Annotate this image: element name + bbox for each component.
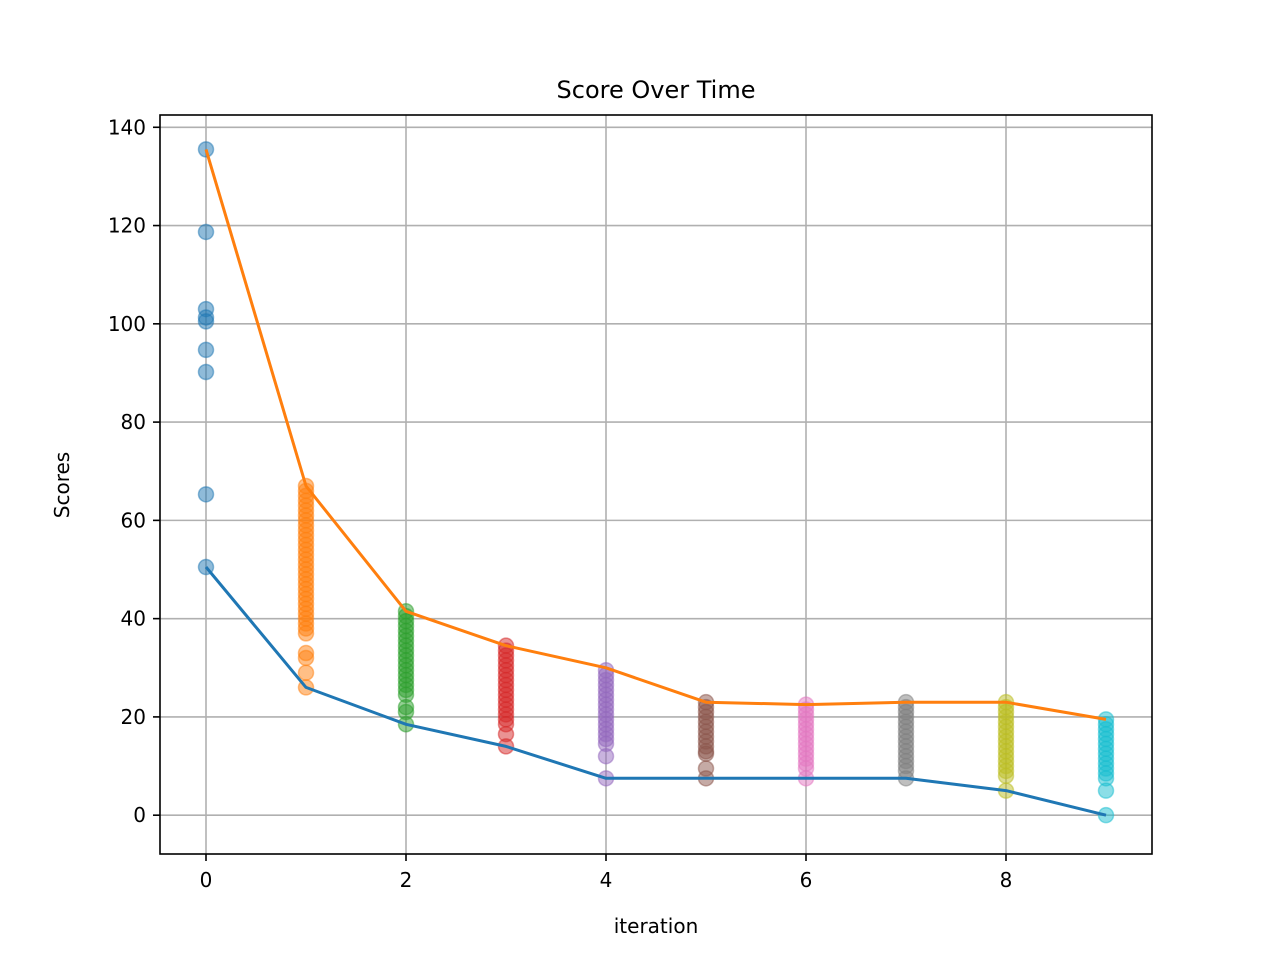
y-tick-label: 80 (121, 410, 146, 434)
scatter-point (297, 625, 315, 642)
scatter-point (697, 745, 715, 763)
series-lines (204, 148, 1107, 817)
point-group-iteration-3 (497, 637, 515, 755)
scatter-point (297, 664, 315, 681)
scatter-point (197, 223, 215, 241)
scatter-point (197, 486, 215, 503)
scatter-point (597, 747, 615, 765)
plot-frame (159, 114, 1153, 855)
x-tick-label: 0 (200, 868, 213, 892)
min-score-line (204, 566, 1107, 817)
max-score-line (204, 148, 1107, 721)
point-group-iteration-6 (797, 696, 815, 787)
point-group-iteration-7 (897, 693, 915, 787)
scatter-point (297, 649, 315, 667)
point-group-iteration-1 (297, 477, 315, 696)
y-tick-label: 0 (133, 803, 146, 827)
y-tick-label: 100 (108, 312, 146, 336)
point-group-iteration-2 (397, 603, 415, 733)
y-tick-label: 20 (121, 705, 146, 729)
grid-lines (160, 115, 1152, 854)
chart-title: Score Over Time (557, 76, 756, 104)
y-axis-label: Scores (50, 452, 74, 518)
y-tick-label: 60 (121, 508, 146, 532)
point-group-iteration-5 (697, 693, 715, 787)
scatter-point (1097, 782, 1115, 799)
point-group-iteration-4 (597, 661, 615, 787)
x-axis-label: iteration (614, 914, 699, 938)
scatter-point (997, 767, 1015, 785)
point-group-iteration-0 (197, 141, 215, 576)
x-tick-label: 6 (800, 868, 813, 892)
y-tick-label: 120 (108, 214, 146, 238)
y-tick-label: 140 (108, 115, 146, 139)
x-tick-label: 4 (600, 868, 613, 892)
x-tick-label: 8 (1000, 868, 1013, 892)
y-tick-label: 40 (121, 607, 146, 631)
scatter-point (197, 341, 215, 359)
x-tick-label: 2 (400, 868, 413, 892)
scatter-point (197, 313, 215, 330)
point-group-iteration-8 (997, 693, 1015, 799)
scatter-point (197, 363, 215, 381)
scatter-point (197, 141, 215, 158)
